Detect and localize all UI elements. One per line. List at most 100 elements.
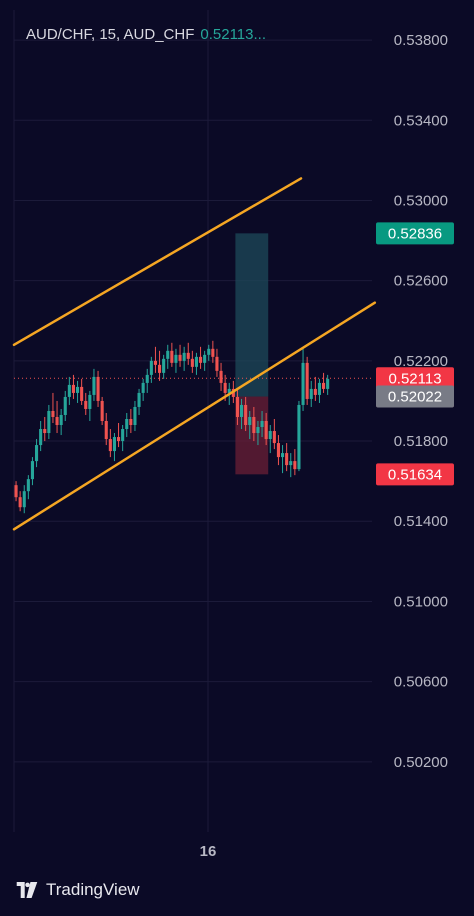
legend-symbol: AUD/CHF, 15, AUD_CHF (26, 26, 195, 43)
brand[interactable]: TradingView (14, 880, 140, 900)
candle-body (313, 388, 317, 395)
candle-body (211, 348, 215, 357)
y-tick-label: 0.51400 (394, 513, 448, 530)
candle-body (223, 382, 227, 393)
candle-body (158, 364, 162, 373)
candle-body (117, 437, 121, 442)
candle-body (215, 356, 219, 371)
candle-body (35, 445, 39, 462)
candle-body (178, 354, 182, 361)
candle-body (129, 418, 133, 426)
candle-body (125, 418, 129, 430)
candle-body (104, 421, 108, 440)
candle-body (305, 362, 309, 399)
price-label-bg (376, 385, 454, 408)
candle-body (84, 400, 88, 409)
candle-body (141, 382, 145, 393)
candle-body (55, 416, 59, 426)
candle-body (166, 350, 170, 359)
candle-body (297, 404, 301, 470)
candle-body (76, 386, 80, 393)
channel-lower-line (12, 301, 377, 531)
y-tick-label: 0.50600 (394, 674, 448, 691)
candle-body (39, 429, 43, 446)
candle-body (248, 416, 252, 426)
candle-body (51, 410, 55, 417)
brand-name: TradingView (46, 880, 140, 899)
candle-body (285, 453, 289, 466)
candle-body (301, 362, 305, 405)
candle-body (153, 360, 157, 365)
y-tick-label: 0.52200 (394, 353, 448, 370)
candle-body (203, 354, 207, 363)
candle-body (100, 400, 104, 421)
channel-upper-line (12, 177, 303, 347)
candle-body (235, 396, 239, 417)
candle-body (281, 453, 285, 458)
candle-body (240, 404, 244, 417)
candle-body (256, 427, 260, 434)
candle-body (207, 348, 211, 355)
candle-body (326, 378, 330, 389)
y-tick-label: 0.53800 (394, 32, 448, 49)
price-label-value: 0.52836 (388, 225, 442, 242)
candle-body (190, 358, 194, 367)
price-label-bg (376, 222, 454, 245)
candle-body (14, 485, 18, 498)
candle-body (309, 388, 313, 399)
x-tick-label: 16 (200, 843, 217, 860)
price-label-bg (376, 463, 454, 486)
candle-body (112, 437, 116, 452)
candle-body (18, 497, 22, 508)
y-tick-label: 0.53000 (394, 192, 448, 209)
candle-body (289, 461, 293, 466)
candle-body (137, 392, 141, 407)
price-label-target: 0.52836 (376, 222, 454, 245)
y-tick-label: 0.52600 (394, 273, 448, 290)
candle-body (186, 352, 190, 359)
candle-body (219, 370, 223, 383)
candle-body (26, 479, 30, 492)
candle-body (145, 374, 149, 383)
price-label-value: 0.52113 (388, 370, 441, 387)
y-tick-label: 0.51800 (394, 433, 448, 450)
candle-body (268, 431, 272, 440)
candle-body (272, 431, 276, 444)
candle-body (194, 356, 198, 367)
candle-body (133, 406, 137, 426)
candle-body (264, 421, 268, 440)
candle-body (71, 384, 75, 393)
candle-body (43, 429, 47, 434)
candle-body (276, 443, 280, 458)
y-tick-label: 0.53400 (394, 112, 448, 129)
candle-body (260, 421, 264, 428)
candle-body (322, 382, 326, 389)
candle-body (149, 360, 153, 375)
candle-body (170, 350, 174, 363)
price-label-stop: 0.51634 (376, 463, 454, 486)
candle-body (121, 429, 125, 442)
candle-body (199, 356, 203, 363)
price-label-entry: 0.52022 (376, 385, 454, 408)
candle-body (59, 414, 63, 426)
candle-body (80, 386, 84, 401)
candle-body (252, 416, 256, 434)
candle-body (67, 384, 71, 397)
candle-body (244, 404, 248, 426)
tradingview-logo-icon (16, 882, 38, 898)
candle-body (47, 410, 51, 434)
candle-body (108, 439, 112, 452)
candle-body (227, 388, 231, 393)
candle-body (22, 491, 26, 508)
candle-body (317, 382, 321, 395)
price-label-value: 0.51634 (388, 466, 442, 483)
candle-body (96, 376, 100, 401)
candle-body (88, 394, 92, 409)
candle-body (162, 358, 166, 373)
candle-body (30, 461, 34, 480)
chart-legend: AUD/CHF, 15, AUD_CHF 0.52113... (26, 26, 266, 43)
candle-body (63, 396, 67, 415)
candle-body (92, 376, 96, 395)
